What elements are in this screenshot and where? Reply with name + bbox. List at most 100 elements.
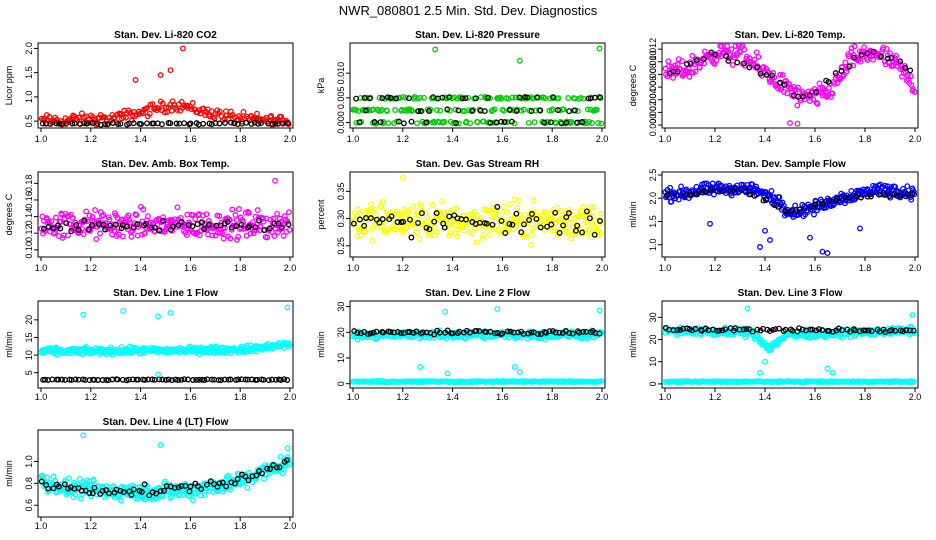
data-point	[159, 376, 166, 383]
data-point	[79, 491, 86, 498]
data-point	[227, 235, 234, 242]
data-point	[86, 212, 93, 219]
data-point	[518, 215, 525, 222]
data-point	[238, 221, 245, 228]
data-point	[724, 43, 731, 49]
data-point	[548, 221, 555, 228]
data-point	[766, 328, 773, 335]
data-point	[876, 191, 882, 198]
data-point	[450, 120, 457, 127]
data-point	[506, 106, 513, 113]
data-point	[446, 94, 453, 101]
data-point	[267, 466, 273, 472]
data-point	[501, 119, 508, 126]
data-point	[258, 120, 265, 127]
data-point	[398, 330, 404, 336]
chart-title: Stan. Dev. Sample Flow	[734, 159, 846, 170]
data-point	[545, 119, 551, 126]
y-tick-label: 0.8	[24, 477, 34, 490]
data-point	[402, 94, 409, 101]
x-tick-label: 2.0	[909, 392, 922, 402]
data-point	[511, 196, 518, 203]
x-tick-label: 1.0	[35, 134, 48, 144]
data-point	[911, 89, 918, 95]
data-point	[860, 327, 867, 334]
data-point	[850, 54, 857, 61]
data-point	[586, 215, 593, 222]
chart-panel-9: Stan. Dev. Line 3 Flow 1.0 1.2 1.4 1.6 1.8 2.0…	[628, 288, 921, 402]
data-point	[836, 76, 843, 83]
data-point	[689, 52, 696, 59]
x-tick-label: 1.0	[347, 392, 360, 402]
data-point	[94, 120, 101, 127]
y-tick-label: 0.008	[648, 63, 658, 86]
x-tick-label: 1.2	[85, 392, 98, 402]
data-point	[494, 306, 501, 313]
data-point	[902, 65, 909, 71]
data-point	[444, 327, 451, 334]
data-point	[534, 94, 541, 101]
data-point	[42, 376, 48, 383]
data-point	[216, 213, 223, 220]
data-point	[200, 120, 207, 127]
data-point	[233, 217, 240, 224]
data-point	[777, 71, 784, 78]
data-point	[119, 233, 126, 240]
data-point	[487, 119, 494, 126]
data-point	[141, 230, 148, 237]
x-tick-label: 1.6	[184, 521, 197, 531]
y-tick-label: 0.006	[648, 76, 658, 99]
data-point	[97, 230, 104, 237]
data-point	[780, 202, 787, 209]
x-tick-label: 1.0	[347, 134, 360, 144]
data-point	[117, 487, 124, 494]
data-point	[492, 330, 498, 337]
data-point	[160, 214, 167, 221]
data-point	[757, 369, 763, 376]
data-point	[480, 232, 487, 239]
data-point	[515, 329, 521, 336]
data-point	[442, 308, 449, 315]
data-point	[405, 209, 412, 216]
data-point	[751, 192, 758, 199]
data-point	[92, 207, 99, 214]
data-point	[861, 44, 868, 51]
y-tick-label: 0	[648, 381, 658, 386]
data-point	[565, 206, 572, 213]
data-point	[468, 230, 475, 237]
data-point	[796, 206, 803, 213]
data-point	[504, 328, 511, 335]
data-point	[373, 328, 380, 335]
data-point	[846, 194, 853, 201]
data-point	[157, 488, 164, 495]
x-tick-label: 2.0	[284, 263, 297, 273]
data-point	[445, 221, 452, 228]
data-point	[668, 190, 675, 197]
data-point	[93, 236, 100, 243]
data-point	[128, 491, 135, 498]
data-point	[379, 198, 386, 205]
data-point	[848, 187, 855, 194]
data-point	[722, 326, 729, 333]
data-point	[831, 80, 838, 87]
data-point	[224, 218, 231, 225]
x-tick-label: 2.0	[909, 134, 922, 144]
data-point	[385, 120, 392, 127]
data-point	[503, 209, 510, 215]
data-point	[667, 184, 674, 191]
data-point	[379, 95, 386, 102]
data-point	[845, 53, 852, 60]
data-point	[870, 48, 877, 55]
data-point	[496, 212, 503, 219]
data-point	[674, 68, 681, 75]
data-point	[897, 192, 904, 199]
data-point	[566, 119, 573, 125]
data-point	[377, 119, 384, 126]
data-point	[591, 231, 598, 238]
data-point	[50, 225, 57, 232]
data-point	[264, 465, 271, 472]
data-point	[666, 63, 672, 70]
data-point	[851, 43, 858, 50]
data-point	[284, 218, 291, 225]
data-point	[221, 376, 228, 383]
